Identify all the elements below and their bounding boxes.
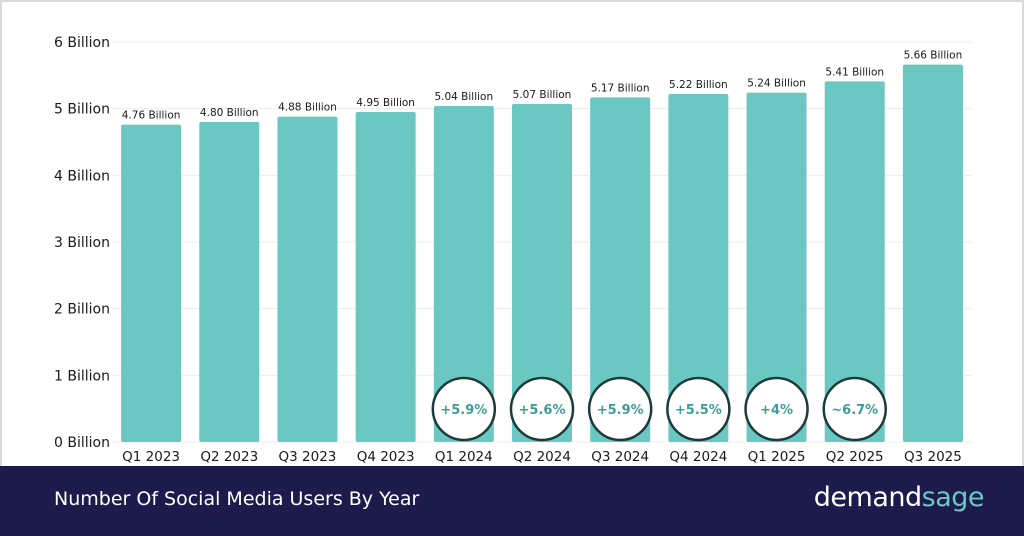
brand-logo: demandsage xyxy=(813,482,985,513)
data-label: 5.22 Billion xyxy=(669,79,728,91)
y-tick-label: 5 Billion xyxy=(54,102,110,118)
data-label: 5.04 Billion xyxy=(434,91,493,103)
bar xyxy=(512,104,572,442)
x-tick-label: Q1 2024 xyxy=(435,449,493,465)
y-tick-label: 1 Billion xyxy=(54,368,110,384)
growth-badge-label: +5.9% xyxy=(440,403,487,418)
footer-banner: Number Of Social Media Users By Year dem… xyxy=(0,466,1024,536)
x-tick-label: Q4 2024 xyxy=(669,449,727,465)
growth-badge xyxy=(431,376,497,442)
chart-title: Number Of Social Media Users By Year xyxy=(54,488,420,510)
growth-badge-label: ~6.7% xyxy=(831,403,878,418)
data-label: 4.80 Billion xyxy=(200,107,259,119)
data-label: 5.66 Billion xyxy=(904,50,963,62)
bar xyxy=(746,92,807,443)
growth-badge-label: +5.5% xyxy=(675,403,722,418)
bar xyxy=(355,112,416,442)
growth-badge xyxy=(509,376,575,442)
bar xyxy=(277,116,338,443)
bar-chart: 0 Billion 1 Billion 2 Billion 3 Billion 4 Bi… xyxy=(54,35,972,465)
data-label: 4.76 Billion xyxy=(122,110,181,122)
data-label: 5.07 Billion xyxy=(513,89,572,101)
bar xyxy=(902,64,963,442)
x-tick-label: Q2 2023 xyxy=(200,449,258,465)
x-tick-label: Q3 2025 xyxy=(904,449,962,465)
x-tick-label: Q3 2024 xyxy=(591,449,649,465)
data-label: 5.17 Billion xyxy=(591,82,650,94)
bar xyxy=(590,97,651,442)
y-tick-label: 3 Billion xyxy=(54,235,110,251)
brand-logo-part1: demand xyxy=(813,482,922,513)
y-tick-label: 4 Billion xyxy=(54,168,110,184)
bar xyxy=(199,122,260,442)
growth-badge-label: +5.9% xyxy=(597,403,644,418)
x-tick-label: Q2 2025 xyxy=(826,449,884,465)
bar xyxy=(668,94,729,442)
y-tick-label: 0 Billion xyxy=(54,435,110,451)
data-label: 5.41 Billion xyxy=(825,66,884,78)
growth-badge xyxy=(666,376,731,442)
x-tick-label: Q2 2024 xyxy=(513,449,571,465)
bar xyxy=(824,81,885,442)
data-label: 5.24 Billion xyxy=(747,78,806,90)
x-tick-label: Q1 2025 xyxy=(748,449,806,465)
bar xyxy=(433,106,494,442)
bar xyxy=(121,124,182,443)
y-tick-label: 2 Billion xyxy=(54,302,110,318)
growth-badge xyxy=(587,376,653,442)
growth-badge-label: +4% xyxy=(760,403,793,418)
growth-badge xyxy=(822,376,887,442)
data-label: 4.88 Billion xyxy=(278,102,337,114)
growth-badge-label: +5.6% xyxy=(519,403,566,418)
y-tick-label: 6 Billion xyxy=(54,35,110,51)
brand-logo-part2: sage xyxy=(921,482,985,513)
x-tick-label: Q4 2023 xyxy=(357,449,415,465)
growth-badge xyxy=(744,376,809,442)
data-label: 4.95 Billion xyxy=(356,97,415,109)
x-tick-label: Q3 2023 xyxy=(279,449,337,465)
x-tick-label: Q1 2023 xyxy=(122,449,180,465)
